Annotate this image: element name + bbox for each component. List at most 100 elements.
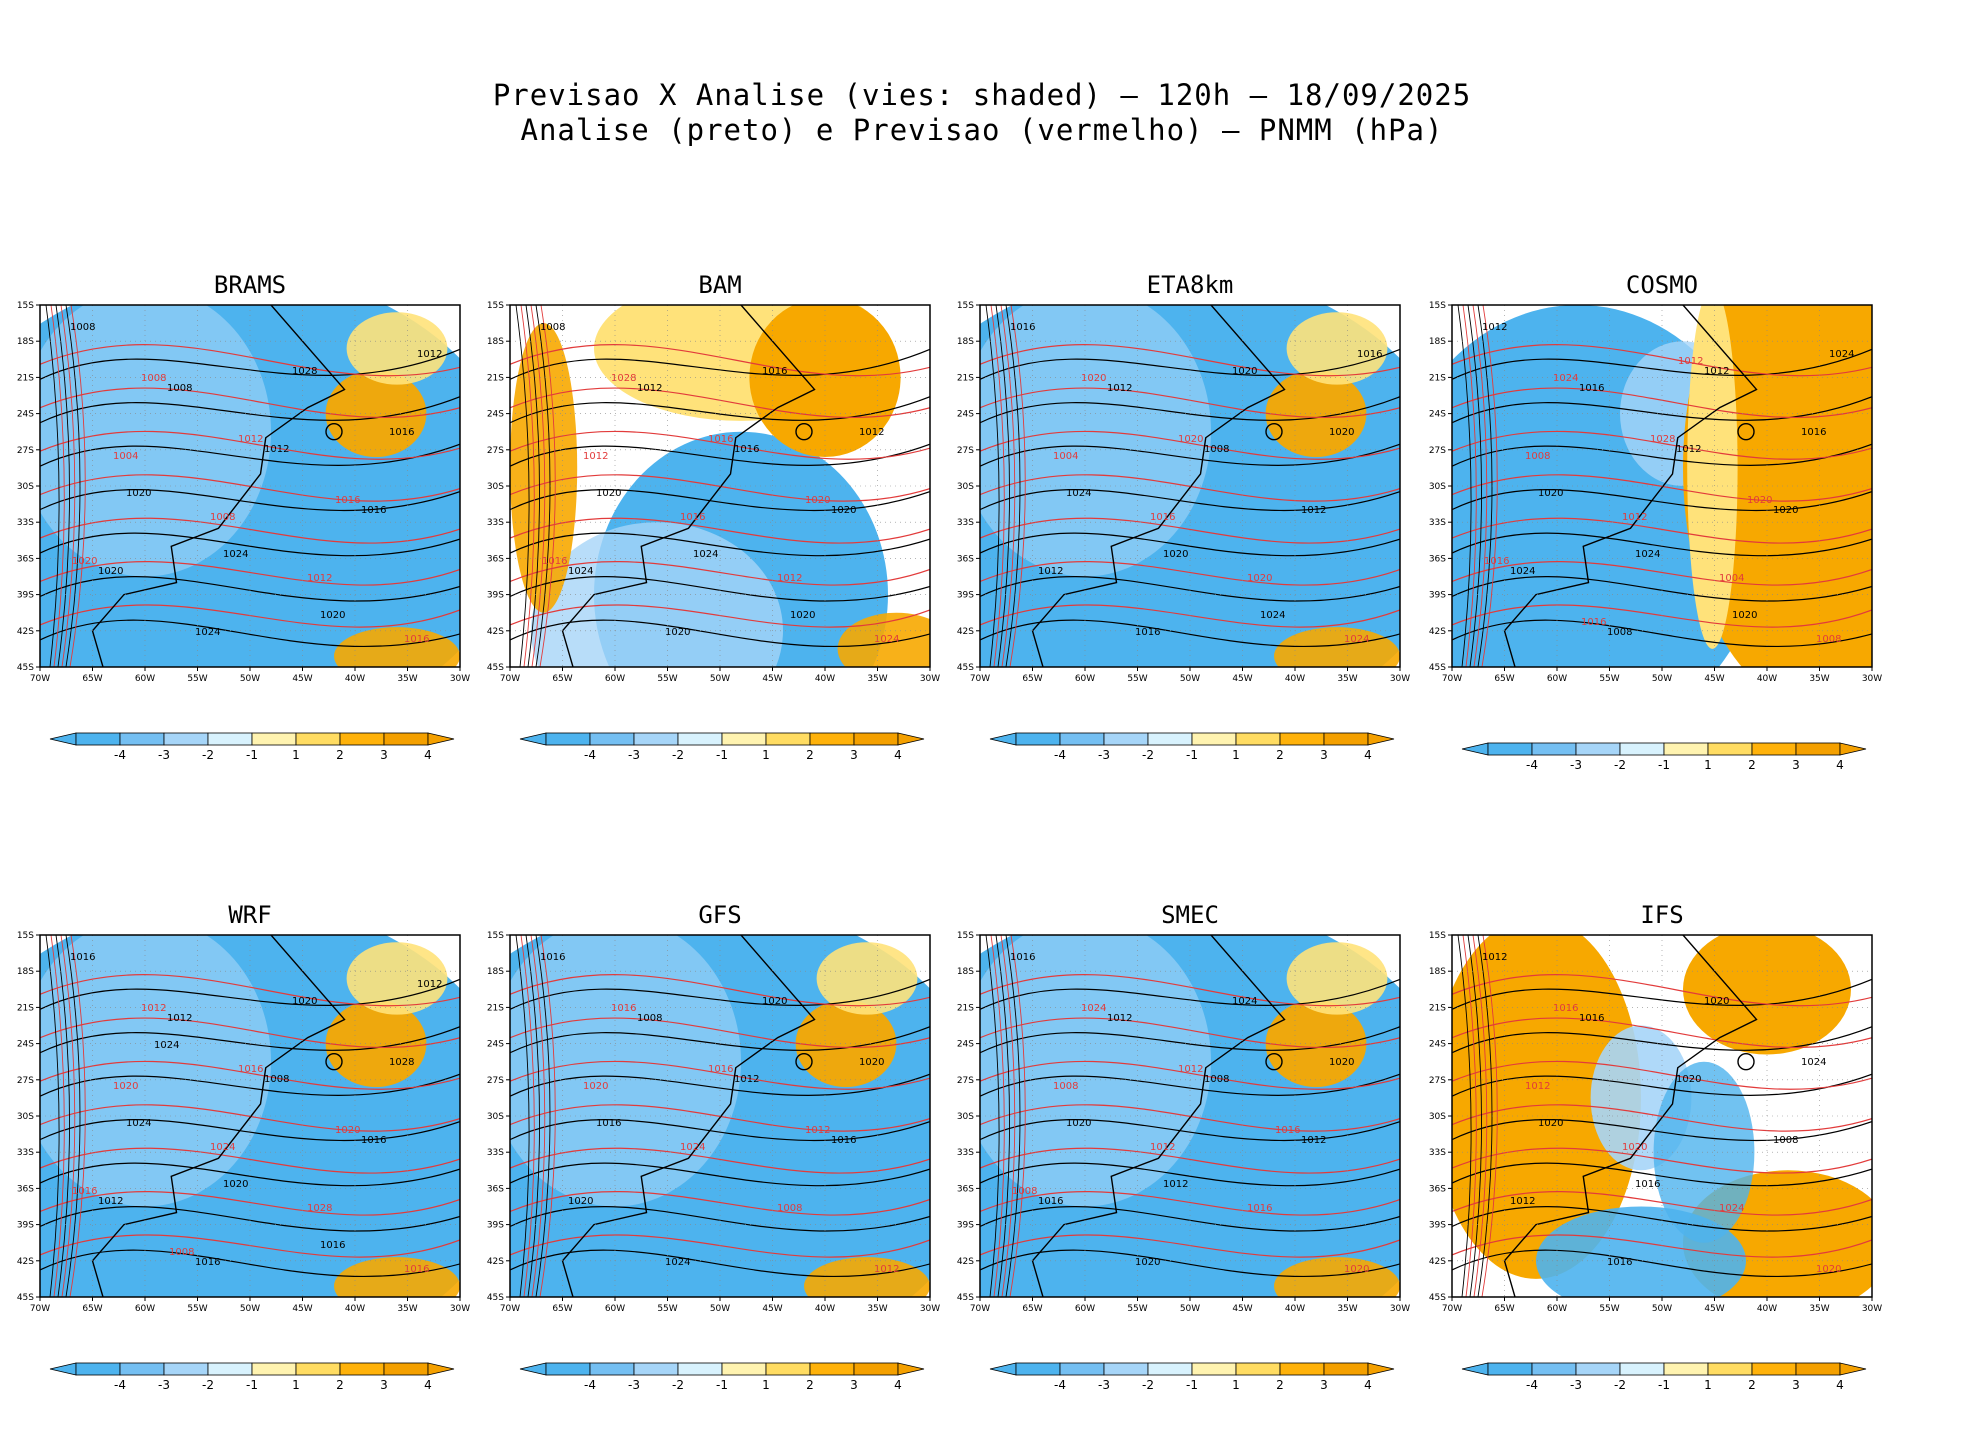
colorbar-segment [1487, 742, 1533, 756]
analysis-isobar [510, 1162, 930, 1187]
colorbar-tick-label: -4 [1526, 1378, 1538, 1392]
analysis-isobar-label: 1020 [790, 610, 815, 621]
analysis-isobar-label: 1016 [1579, 1013, 1604, 1024]
analysis-isobar [40, 1026, 460, 1054]
analysis-isobar [510, 1249, 930, 1277]
colorbar-tick-label: 1 [1704, 1378, 1712, 1392]
colorbar-segment [383, 732, 429, 746]
forecast-isobar [980, 974, 1400, 1007]
analysis-isobar-label: 1012 [1107, 1013, 1132, 1024]
analysis-isobar [1452, 396, 1872, 424]
lat-tick-label: 36S [957, 1184, 974, 1194]
colorbar-segment [1575, 742, 1621, 756]
analysis-isobar [510, 1206, 930, 1232]
lat-tick-label: 21S [17, 1003, 34, 1013]
analysis-isobar [510, 489, 930, 512]
lat-tick-label: 36S [1429, 554, 1446, 564]
analysis-isobar [1452, 1119, 1872, 1142]
colorbar-segment [119, 1362, 165, 1376]
colorbar-segment [1235, 1362, 1281, 1376]
colorbar-segment [765, 1362, 811, 1376]
lat-tick-label: 42S [1429, 1257, 1446, 1267]
colorbar-tick-label: 2 [1748, 758, 1756, 772]
lat-tick-label: 24S [957, 1040, 974, 1050]
lon-tick-label: 65W [1022, 674, 1042, 684]
lon-tick-label: 40W [1285, 1304, 1305, 1314]
colorbar-segment [1619, 1362, 1665, 1376]
lat-tick-label: 42S [957, 1257, 974, 1267]
colorbar-tick-label: 1 [1232, 748, 1240, 762]
coastline [561, 305, 816, 667]
lon-tick-label: 40W [1285, 674, 1305, 684]
forecast-isobar-label: 1020 [1747, 495, 1772, 506]
analysis-isobar [980, 1206, 1400, 1232]
map-cosmo: COSMO10121016101210201024100810121016102… [1429, 271, 1882, 772]
colorbar-segment [1191, 1362, 1237, 1376]
colorbar-segment [1279, 1362, 1325, 1376]
analysis-isobar [1452, 619, 1872, 647]
forecast-isobar [40, 344, 460, 377]
colorbar-tick-label: 2 [1748, 1378, 1756, 1392]
colorbar-tick-label: -4 [1054, 748, 1066, 762]
analysis-isobar-label: 1012 [1510, 1196, 1535, 1207]
colorbar: -4 -3 -2 -1 1 2 3 4 [49, 732, 455, 762]
analysis-isobar-label: 1016 [195, 1257, 220, 1268]
colorbar-segment [1663, 742, 1709, 756]
colorbar-segment [809, 732, 855, 746]
coastline [561, 935, 816, 1297]
analysis-isobar-label: 1008 [70, 322, 95, 333]
analysis-isobar [510, 576, 930, 602]
analysis-isobar [1452, 1073, 1872, 1097]
analysis-isobar-label: 1012 [1301, 1135, 1326, 1146]
colorbar-segment [677, 1362, 723, 1376]
lon-tick-label: 30W [920, 674, 940, 684]
colorbar-tick-label: -2 [1142, 748, 1154, 762]
high-pressure-center [1265, 1052, 1283, 1071]
high-pressure-center [795, 1052, 813, 1071]
analysis-isobar-label: 1012 [417, 979, 442, 990]
forecast-isobar [980, 517, 1400, 544]
colorbar-segment [1235, 732, 1281, 746]
analysis-isobar [980, 1249, 1400, 1277]
colorbar-segment [251, 732, 297, 746]
forecast-isobar-label: 1024 [1081, 1003, 1106, 1014]
lat-tick-label: 24S [487, 1040, 504, 1050]
forecast-isobar-label: 1016 [1484, 556, 1509, 567]
forecast-isobar [1452, 1060, 1872, 1090]
lat-tick-label: 15S [1429, 301, 1446, 311]
lat-tick-label: 42S [487, 1257, 504, 1267]
panel-title: ETA8km [1147, 271, 1234, 299]
colorbar-tick-label: 4 [1836, 1378, 1844, 1392]
analysis-isobar [40, 1119, 460, 1142]
analysis-isobar-label: 1008 [540, 322, 565, 333]
positive-bias-area-south [1274, 627, 1400, 667]
colorbar-right-arrow [1839, 1362, 1867, 1376]
analysis-isobar-label: 1016 [389, 427, 414, 438]
lat-tick-label: 24S [487, 410, 504, 420]
positive-bias-andes [510, 323, 578, 613]
lon-tick-label: 35W [1809, 1304, 1829, 1314]
lat-tick-label: 39S [487, 591, 504, 601]
contour-labels: 1008100810121016102010241028101610201024… [70, 322, 442, 645]
analysis-isobar [1452, 489, 1872, 512]
forecast-isobar-label: 1028 [307, 1203, 332, 1214]
forecast-isobar-label: 1024 [874, 634, 899, 645]
lat-tick-label: 33S [17, 518, 34, 528]
panel-title: IFS [1640, 901, 1683, 929]
positive-bias-area-south [334, 1257, 460, 1297]
andes-contour [50, 935, 65, 1297]
lat-tick-label: 15S [487, 301, 504, 311]
contour-labels: 1012 1016 1012 1020 1024 1008 1012 1016 1020 1024… [1482, 322, 1854, 645]
analysis-isobar [40, 1249, 460, 1277]
forecast-isobar-label: 1020 [1816, 1264, 1841, 1275]
forecast-isobar [40, 1147, 460, 1174]
analysis-isobar [980, 619, 1400, 647]
forecast-isobar-label: 1008 [777, 1203, 802, 1214]
lat-tick-label: 21S [487, 1003, 504, 1013]
colorbar-segment [119, 732, 165, 746]
isobars [980, 935, 1400, 1297]
forecast-isobar-label: 1024 [680, 1142, 705, 1153]
colorbar: -4 -3 -2 -1 1 2 3 4 [49, 1362, 455, 1392]
forecast-isobar-label: 1012 [777, 573, 802, 584]
